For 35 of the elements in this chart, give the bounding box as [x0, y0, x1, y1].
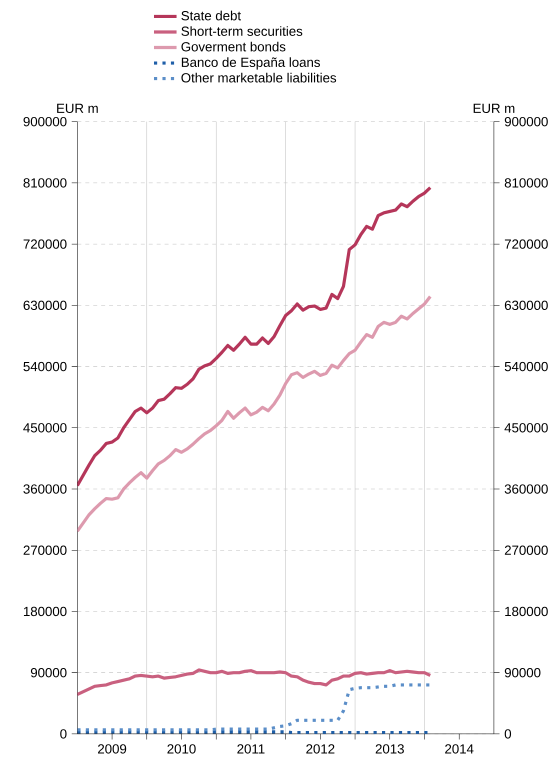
legend-label: Goverment bonds	[181, 42, 286, 52]
y2-tick-label: 0	[504, 729, 512, 739]
y2-tick-label: 900000	[504, 116, 548, 126]
y2-tick-label: 180000	[505, 606, 548, 616]
legend-label: Short-term securities	[181, 26, 302, 36]
y-tick-label: 630000	[24, 300, 67, 310]
y2-tick-label: 810000	[504, 178, 548, 188]
y-tick-label: 810000	[23, 178, 67, 188]
y-axis-title: EUR m	[57, 104, 98, 114]
x-tick-label: 2009	[98, 744, 126, 754]
y2-tick-label: 360000	[504, 484, 548, 494]
legend-label: Banco de España loans	[182, 57, 320, 70]
y2-tick-label: 90000	[504, 668, 540, 678]
y-tick-label: 90000	[30, 668, 67, 678]
y2-tick-label: 630000	[504, 300, 548, 310]
legend-label: Other marketable liabilities	[181, 72, 336, 83]
y-tick-label: 540000	[23, 362, 67, 372]
x-tick-label: 2014	[445, 744, 474, 754]
x-tick-label: 2011	[237, 744, 264, 754]
y-tick-label: 180000	[24, 606, 67, 616]
y-tick-label: 270000	[24, 546, 67, 555]
y2-tick-label: 720000	[504, 239, 548, 249]
x-tick-label: 2010	[167, 744, 196, 754]
legend-label: State debt	[181, 10, 241, 20]
y-tick-label: 720000	[24, 239, 67, 249]
x-tick-label: 2013	[376, 744, 404, 754]
y2-tick-label: 450000	[504, 423, 548, 432]
y-tick-label: 360000	[23, 484, 67, 494]
y2-axis-title: EUR m	[474, 104, 514, 114]
y2-tick-label: 270000	[504, 546, 548, 555]
y-tick-label: 450000	[23, 423, 67, 432]
y-tick-label: 0	[60, 729, 67, 739]
x-tick-label: 2012	[306, 744, 334, 754]
y2-tick-label: 540000	[504, 362, 548, 372]
y-tick-label: 900000	[24, 116, 67, 126]
